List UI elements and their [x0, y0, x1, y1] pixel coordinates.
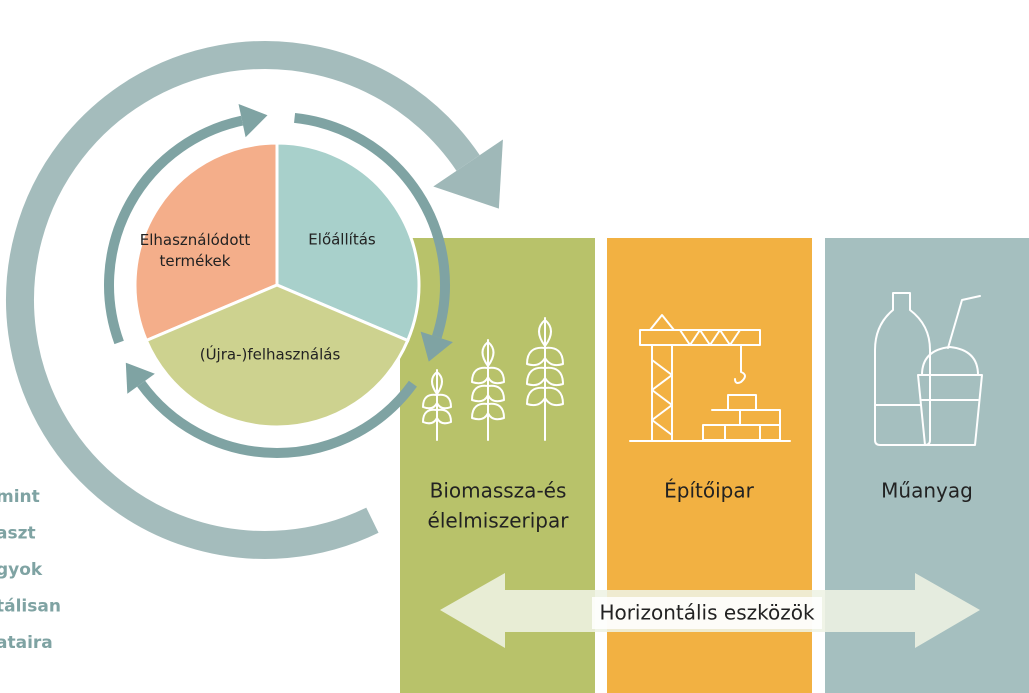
ring-arrow-head — [420, 331, 453, 362]
tools-label: Horizontális eszközök — [599, 601, 815, 625]
pie-slice — [144, 283, 410, 429]
pie-label: (Újra-)felhasználás — [200, 345, 341, 364]
ring-arrow — [104, 115, 244, 345]
cycle — [6, 41, 503, 559]
pie-slice — [275, 141, 421, 343]
sector-label: Építőipar — [664, 479, 754, 503]
sector-label: élelmiszeripar — [428, 509, 570, 533]
ring-arrow-head — [125, 362, 155, 394]
tools-label-box — [592, 597, 822, 629]
pie-label: Előállítás — [308, 231, 376, 249]
side-text: tálisan — [0, 597, 61, 617]
ring-arrow-head — [238, 104, 268, 138]
side-text: gyok — [0, 560, 43, 580]
pie-label: termékek — [160, 252, 231, 270]
outer-arrow-head — [433, 139, 503, 209]
pie-slice — [133, 141, 279, 343]
crane-icon — [629, 314, 791, 442]
outer-arrow — [6, 41, 480, 559]
texts: Előállítás Elhasználódott termékek (Újra-)f… — [0, 231, 973, 654]
ring-arrow — [294, 112, 450, 339]
sector-label: Műanyag — [881, 479, 973, 503]
plastic-icon — [874, 292, 983, 446]
wheat-icon — [422, 317, 564, 441]
side-text: mint — [0, 487, 40, 507]
pie-label: Elhasználódott — [140, 231, 251, 249]
side-text: aszt — [0, 524, 36, 544]
side-text: ataira — [0, 633, 53, 653]
sector-label: Biomassza-és — [430, 479, 567, 503]
ring-arrow — [137, 380, 417, 458]
